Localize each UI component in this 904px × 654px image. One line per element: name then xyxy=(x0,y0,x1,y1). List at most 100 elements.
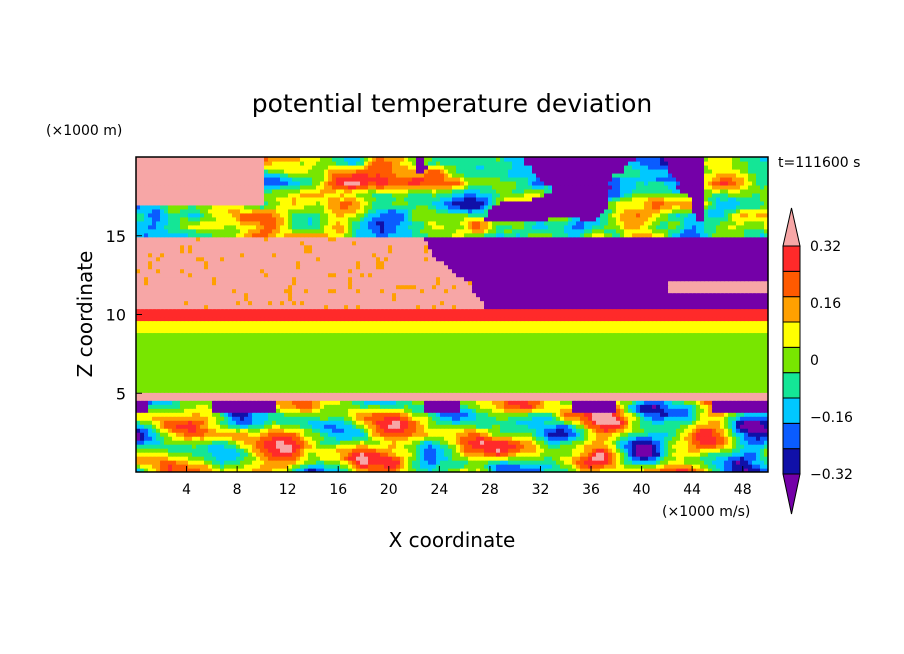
heatmap-cell xyxy=(436,448,441,453)
heatmap-cell xyxy=(480,368,485,373)
heatmap-cell xyxy=(200,384,205,389)
heatmap-cell xyxy=(140,356,145,361)
heatmap-cell xyxy=(740,452,745,457)
heatmap-cell xyxy=(604,468,609,472)
heatmap-cell xyxy=(432,468,437,472)
heatmap-cell xyxy=(656,372,661,377)
heatmap-cell xyxy=(156,372,161,377)
heatmap-cell xyxy=(328,400,333,405)
heatmap-cell xyxy=(468,468,473,472)
heatmap-cell xyxy=(688,416,693,421)
heatmap-cell xyxy=(504,424,509,429)
heatmap-cell xyxy=(492,392,497,397)
heatmap-cell xyxy=(396,348,401,353)
heatmap-cell xyxy=(384,396,389,401)
heatmap-cell xyxy=(564,400,569,405)
heatmap-cell xyxy=(428,376,433,381)
heatmap-cell xyxy=(332,464,337,469)
heatmap-cell xyxy=(480,364,485,369)
heatmap-cell xyxy=(332,436,337,441)
heatmap-cell xyxy=(376,412,381,417)
heatmap-cell xyxy=(340,360,345,365)
heatmap-cell xyxy=(316,464,321,469)
heatmap-cell xyxy=(532,424,537,429)
heatmap-cell xyxy=(644,460,649,465)
heatmap-cell xyxy=(460,400,465,405)
heatmap-cell xyxy=(192,460,197,465)
heatmap-cell xyxy=(204,424,209,429)
heatmap-cell xyxy=(388,360,393,365)
heatmap-cell xyxy=(528,432,533,437)
heatmap-cell xyxy=(676,396,681,401)
heatmap-cell xyxy=(392,452,397,457)
heatmap-cell xyxy=(620,384,625,389)
heatmap-cell xyxy=(604,412,609,417)
heatmap-cell xyxy=(712,396,717,401)
heatmap-cell xyxy=(292,404,297,409)
heatmap-cell xyxy=(276,468,281,472)
heatmap-cell xyxy=(640,372,645,377)
heatmap-cell xyxy=(656,380,661,385)
heatmap-cell xyxy=(308,440,313,445)
heatmap-cell xyxy=(704,428,709,433)
heatmap-cell xyxy=(160,404,165,409)
heatmap-cell xyxy=(724,428,729,433)
heatmap-cell xyxy=(596,436,601,441)
heatmap-cell xyxy=(568,444,573,449)
heatmap-cell xyxy=(420,456,425,461)
heatmap-cell xyxy=(144,436,149,441)
heatmap-cell xyxy=(200,352,205,357)
heatmap-cell xyxy=(264,356,269,361)
heatmap-cell xyxy=(564,436,569,441)
heatmap-cell xyxy=(448,368,453,373)
heatmap-cell xyxy=(476,436,481,441)
heatmap-cell xyxy=(500,440,505,445)
heatmap-cell xyxy=(456,424,461,429)
heatmap-cell xyxy=(528,420,533,425)
heatmap-cell xyxy=(536,448,541,453)
heatmap-cell xyxy=(364,420,369,425)
heatmap-cell xyxy=(392,356,397,361)
heatmap-cell xyxy=(552,428,557,433)
heatmap-cell xyxy=(376,424,381,429)
heatmap-cell xyxy=(608,420,613,425)
heatmap-cell xyxy=(192,380,197,385)
heatmap-cell xyxy=(584,392,589,397)
heatmap-cell xyxy=(544,376,549,381)
heatmap-cell xyxy=(604,372,609,377)
heatmap-cell xyxy=(572,356,577,361)
heatmap-cell xyxy=(616,356,621,361)
heatmap-cell xyxy=(568,424,573,429)
heatmap-cell xyxy=(608,464,613,469)
heatmap-cell xyxy=(764,396,768,401)
heatmap-cell xyxy=(704,404,709,409)
heatmap-cell xyxy=(536,428,541,433)
heatmap-cell xyxy=(460,348,465,353)
heatmap-cell xyxy=(472,368,477,373)
heatmap-cell xyxy=(268,372,273,377)
heatmap-cell xyxy=(464,348,469,353)
heatmap-cell xyxy=(544,424,549,429)
heatmap-cell xyxy=(720,396,725,401)
heatmap-cell xyxy=(732,448,737,453)
heatmap-cell xyxy=(404,404,409,409)
heatmap-cell xyxy=(244,436,249,441)
heatmap-cell xyxy=(360,408,365,413)
heatmap-cell xyxy=(760,404,765,409)
heatmap-cell xyxy=(288,392,293,397)
heatmap-cell xyxy=(324,380,329,385)
heatmap-cell xyxy=(380,372,385,377)
heatmap-cell xyxy=(312,404,317,409)
heatmap-cell xyxy=(264,400,269,405)
heatmap-cell xyxy=(440,452,445,457)
heatmap-cell xyxy=(184,396,189,401)
heatmap-cell xyxy=(452,404,457,409)
heatmap-cell xyxy=(576,428,581,433)
heatmap-cell xyxy=(656,428,661,433)
heatmap-cell xyxy=(552,420,557,425)
heatmap-cell xyxy=(448,460,453,465)
heatmap-cell xyxy=(172,464,177,469)
heatmap-cell xyxy=(164,440,169,445)
heatmap-cell xyxy=(604,388,609,393)
heatmap-cell xyxy=(156,428,161,433)
